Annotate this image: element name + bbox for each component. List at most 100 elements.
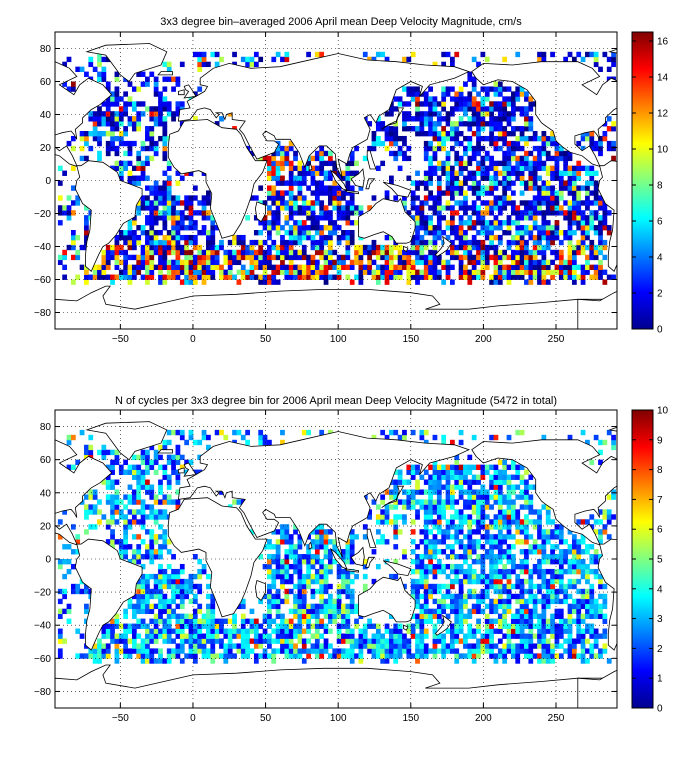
cycles-bin-cell [389,430,394,435]
velocity-bin-cell [576,190,581,195]
velocity-bin-cell [585,190,590,195]
cycles-bin-cell [555,524,560,529]
cycles-bin-cell [141,514,146,519]
velocity-bin-cell [450,215,455,220]
cycles-bin-cell [520,504,525,509]
cycles-bin-cell [467,519,472,524]
velocity-bin-cell [411,250,416,255]
velocity-bin-cell [555,161,560,166]
cycles-bin-cell [167,485,172,490]
velocity-bin-cell [555,230,560,235]
velocity-bin-cell [476,220,481,225]
velocity-bin-cell [315,195,320,200]
cycles-bin-cell [546,604,551,609]
velocity-bin-cell [467,96,472,101]
velocity-bin-cell [80,67,85,72]
cycles-bin-cell [284,619,289,624]
velocity-bin-cell [271,166,276,171]
velocity-bin-cell [541,210,546,215]
velocity-bin-cell [494,280,499,285]
cycles-bin-cell [450,579,455,584]
velocity-bin-cell [550,205,555,210]
velocity-bin-cell [385,245,390,250]
cycles-bin-cell [424,549,429,554]
cycles-bin-cell [206,624,211,629]
velocity-bin-cell [359,250,364,255]
cycles-bin-cell [385,624,390,629]
velocity-bin-cell [550,240,555,245]
velocity-bin-cell [507,265,512,270]
cycles-bin-cell [437,569,442,574]
cycles-bin-cell [433,499,438,504]
velocity-bin-cell [101,116,106,121]
velocity-bin-cell [398,275,403,280]
velocity-bin-cell [311,190,316,195]
cycles-bin-cell [441,435,446,440]
velocity-bin-cell [485,250,490,255]
velocity-bin-cell [167,240,172,245]
cycles-bin-cell [459,589,464,594]
velocity-bin-cell [467,205,472,210]
velocity-bin-cell [276,161,281,166]
cycles-bin-cell [537,599,542,604]
cycles-bin-cell [450,470,455,475]
velocity-bin-cell [489,131,494,136]
velocity-bin-cell [267,156,272,161]
velocity-bin-cell [280,245,285,250]
velocity-bin-cell [389,245,394,250]
cycles-bin-cell [241,614,246,619]
velocity-bin-cell [189,270,194,275]
cycles-bin-cell [420,643,425,648]
cycles-bin-cell [515,634,520,639]
velocity-bin-cell [223,255,228,260]
cycles-bin-cell [476,514,481,519]
cycles-bin-cell [193,658,198,663]
cycles-bin-cell [197,440,202,445]
cycles-bin-cell [437,465,442,470]
cycles-bin-cell [284,643,289,648]
cycles-bin-cell [158,609,163,614]
velocity-bin-cell [350,205,355,210]
cycles-bin-cell [376,564,381,569]
velocity-bin-cell [263,220,268,225]
cycles-bin-cell [359,643,364,648]
velocity-bin-cell [446,220,451,225]
velocity-bin-cell [459,255,464,260]
cycles-bin-cell [162,534,167,539]
velocity-bin-cell [132,116,137,121]
velocity-bin-cell [463,166,468,171]
cycles-bin-cell [393,658,398,663]
velocity-bin-cell [171,235,176,240]
cycles-bin-cell [128,544,133,549]
velocity-bin-cell [507,195,512,200]
velocity-bin-cell [441,280,446,285]
velocity-bin-cell [276,52,281,57]
cycles-bin-cell [141,653,146,658]
velocity-bin-cell [502,171,507,176]
velocity-bin-cell [154,106,159,111]
cycles-bin-cell [136,470,141,475]
velocity-bin-cell [298,275,303,280]
velocity-bin-cell [158,270,163,275]
velocity-bin-cell [546,240,551,245]
velocity-bin-cell [480,185,485,190]
velocity-bin-cell [210,230,215,235]
velocity-bin-cell [446,166,451,171]
cycles-bin-cell [537,549,542,554]
cycles-bin-cell [389,648,394,653]
cycles-bin-cell [180,658,185,663]
cycles-bin-cell [363,629,368,634]
cycles-bin-cell [541,648,546,653]
velocity-bin-cell [472,57,477,62]
cycles-bin-cell [459,629,464,634]
velocity-bin-cell [424,240,429,245]
cycles-bin-cell [341,569,346,574]
velocity-bin-cell [293,270,298,275]
cycles-bin-cell [289,634,294,639]
velocity-bin-cell [563,210,568,215]
cycles-bin-cell [533,564,538,569]
cycles-bin-cell [454,614,459,619]
cycles-bin-cell [106,450,111,455]
velocity-bin-cell [110,136,115,141]
cycles-bin-cell [354,643,359,648]
